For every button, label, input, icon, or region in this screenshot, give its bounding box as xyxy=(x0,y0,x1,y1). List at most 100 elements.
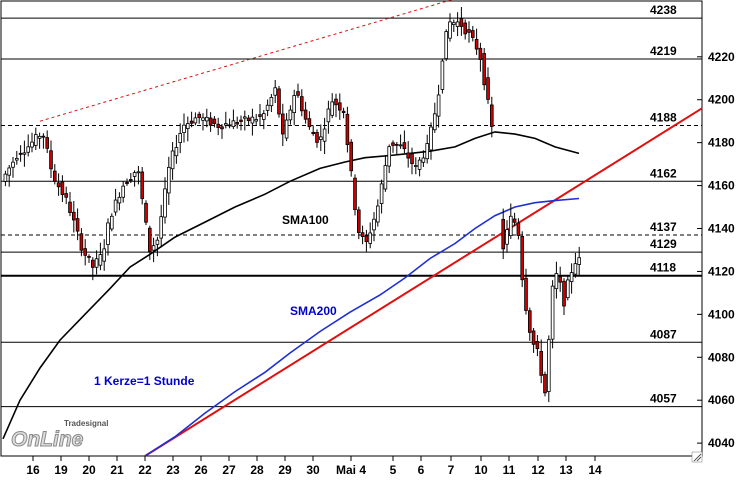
candle-body xyxy=(288,109,293,121)
x-tick-label: 11 xyxy=(503,463,516,477)
candle-body xyxy=(14,158,19,161)
resize-grip-icon[interactable] xyxy=(691,451,703,463)
candle-body xyxy=(182,124,186,133)
candle-body xyxy=(524,277,528,311)
candle-body xyxy=(292,95,296,113)
candle-body xyxy=(463,22,467,35)
candle-body xyxy=(436,94,441,117)
candle-body xyxy=(474,38,479,50)
candle-body xyxy=(144,202,148,223)
level-label-4188: 4188 xyxy=(650,110,677,124)
candle-body xyxy=(387,146,391,167)
candle-body xyxy=(136,171,141,174)
candle-body xyxy=(398,144,403,147)
candle-body xyxy=(147,227,152,252)
x-tick-label: 26 xyxy=(194,463,208,477)
candle-body xyxy=(110,215,114,230)
candle-body xyxy=(197,113,202,118)
candle-body xyxy=(227,124,232,127)
candle-body xyxy=(379,183,384,204)
candle-body xyxy=(410,153,414,165)
x-tick-label: 6 xyxy=(418,463,425,477)
candle-body xyxy=(11,161,15,168)
y-tick-label: 4100 xyxy=(708,307,735,321)
uptrend-line xyxy=(144,107,703,457)
candle-body xyxy=(239,119,243,122)
x-tick-label: 14 xyxy=(588,463,602,477)
candle-body xyxy=(231,120,236,128)
candle-body xyxy=(303,109,308,120)
sma100-label: SMA100 xyxy=(282,213,329,227)
candle-body xyxy=(208,117,213,126)
candle-body xyxy=(189,120,194,124)
level-label-4129: 4129 xyxy=(650,237,677,251)
trendlines xyxy=(39,0,703,457)
x-tick-label: 28 xyxy=(250,463,264,477)
candle-body xyxy=(220,126,224,130)
candle-body xyxy=(512,218,517,223)
candle-body xyxy=(216,123,221,128)
candle-body xyxy=(273,87,277,96)
candle-body xyxy=(242,116,247,119)
logo-main-text: OnLine xyxy=(11,428,84,451)
candle-body xyxy=(417,159,422,170)
y-tick-label: 4140 xyxy=(708,222,735,236)
y-tick-label: 4220 xyxy=(708,50,735,64)
candle-body xyxy=(56,182,61,188)
candle-body xyxy=(432,113,437,131)
candle-body xyxy=(166,166,171,194)
candle-body xyxy=(79,233,84,251)
candle-body xyxy=(269,97,274,107)
candle-body xyxy=(106,222,110,245)
candle-body xyxy=(330,101,334,116)
x-tick-label: 5 xyxy=(390,463,397,477)
candle-body xyxy=(7,167,12,176)
candle-body xyxy=(280,113,285,135)
candle-body xyxy=(413,165,418,167)
sma200-line xyxy=(144,197,580,457)
candle-body xyxy=(356,209,361,233)
level-label-4238: 4238 xyxy=(650,3,677,17)
candle-body xyxy=(22,152,27,155)
level-label-4118: 4118 xyxy=(650,261,676,275)
level-label-4219: 4219 xyxy=(650,44,677,58)
candle-body xyxy=(128,179,133,181)
plot-area xyxy=(0,0,703,457)
candle-body xyxy=(113,199,118,213)
candle-body xyxy=(318,136,323,140)
candle-body xyxy=(60,181,65,195)
y-tick-label: 4060 xyxy=(708,393,735,407)
candle-body xyxy=(451,22,456,25)
candle-body xyxy=(455,21,460,27)
candle-body xyxy=(372,218,376,231)
candle-body xyxy=(34,134,38,146)
candle-body xyxy=(117,196,122,204)
candle-body xyxy=(531,330,536,345)
candle-interval-note: 1 Kerze=1 Stunde xyxy=(94,374,195,388)
candle-body xyxy=(550,285,555,340)
candle-body xyxy=(429,126,433,151)
candle-body xyxy=(64,193,69,198)
candle-body xyxy=(41,135,46,138)
x-tick-label: Mai 4 xyxy=(336,463,366,477)
level-label-4087: 4087 xyxy=(650,327,677,341)
candle-body xyxy=(98,254,103,266)
candle-body xyxy=(520,235,524,281)
candle-body xyxy=(470,30,475,38)
candle-body xyxy=(421,157,426,163)
level-label-4057: 4057 xyxy=(650,392,677,406)
candle-body xyxy=(406,152,410,159)
candle-body xyxy=(334,98,338,106)
y-tick-label: 4180 xyxy=(708,136,735,150)
tradesignal-logo: Tradesignal OnLine xyxy=(11,419,109,452)
x-tick-label: 12 xyxy=(531,463,545,477)
candle-body xyxy=(170,150,175,170)
candle-body xyxy=(132,172,137,177)
candle-body xyxy=(478,47,483,60)
candle-body xyxy=(204,116,209,122)
candle-body xyxy=(235,122,240,125)
x-tick-label: 23 xyxy=(166,463,180,477)
candle-body xyxy=(322,128,327,142)
candle-body xyxy=(72,211,76,221)
